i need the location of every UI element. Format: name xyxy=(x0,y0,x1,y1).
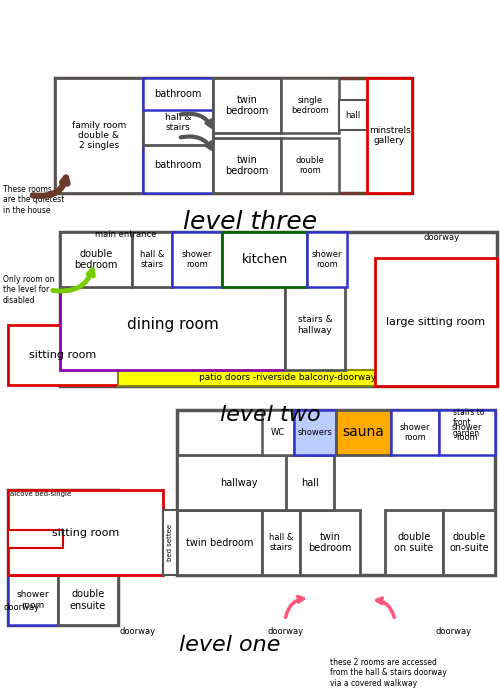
Text: single
bedroom: single bedroom xyxy=(291,96,329,115)
Bar xyxy=(286,455,334,510)
Bar xyxy=(8,490,163,575)
Bar xyxy=(55,78,143,193)
Bar xyxy=(307,232,347,287)
Text: hall &
stairs: hall & stairs xyxy=(140,250,164,269)
Text: bathroom: bathroom xyxy=(154,160,202,171)
Text: stairs &
hallway: stairs & hallway xyxy=(298,315,332,334)
Text: dining room: dining room xyxy=(126,317,218,332)
Bar xyxy=(177,455,300,510)
Bar xyxy=(163,510,177,575)
Bar xyxy=(281,78,339,133)
Bar xyxy=(339,100,367,130)
Text: kitchen: kitchen xyxy=(242,253,288,266)
Text: minstrels
gallery: minstrels gallery xyxy=(368,126,410,145)
Bar xyxy=(172,232,222,287)
Text: shower
room: shower room xyxy=(452,423,482,442)
Text: twin
bedroom: twin bedroom xyxy=(226,95,268,116)
Bar xyxy=(300,510,360,575)
Text: sitting room: sitting room xyxy=(30,350,96,360)
Text: double
on-suite: double on-suite xyxy=(449,532,489,553)
Bar xyxy=(60,280,285,370)
Text: shower
room: shower room xyxy=(400,423,430,442)
Text: level three: level three xyxy=(183,210,317,234)
Text: shower
room: shower room xyxy=(16,590,50,610)
Text: these 2 rooms are accessed
from the hall & stairs doorway
via a covered walkway: these 2 rooms are accessed from the hall… xyxy=(330,658,447,688)
Text: Only room on
the level for
disabled: Only room on the level for disabled xyxy=(3,275,54,305)
Bar xyxy=(60,232,132,287)
Bar xyxy=(262,510,300,575)
Bar xyxy=(439,410,495,455)
Text: shower
room: shower room xyxy=(182,250,212,269)
Text: family room
double &
2 singles: family room double & 2 singles xyxy=(72,120,126,151)
Text: WC: WC xyxy=(271,428,285,437)
Text: sauna: sauna xyxy=(342,425,384,440)
Text: main entrance: main entrance xyxy=(95,230,156,239)
Text: doorway: doorway xyxy=(120,627,156,636)
Bar xyxy=(391,410,439,455)
Text: doorway: doorway xyxy=(423,233,459,242)
Bar xyxy=(385,510,443,575)
Bar xyxy=(262,410,294,455)
Text: bed settee: bed settee xyxy=(167,524,173,561)
Text: alcove bed-single: alcove bed-single xyxy=(10,491,72,497)
Text: doorway: doorway xyxy=(3,603,39,612)
Text: doorway: doorway xyxy=(268,627,304,636)
Bar xyxy=(143,78,213,110)
Text: twin bedroom: twin bedroom xyxy=(186,537,253,548)
Bar xyxy=(213,138,281,193)
Bar xyxy=(8,575,58,625)
Bar xyxy=(177,410,495,575)
Text: shower
room: shower room xyxy=(312,250,342,269)
Text: level two: level two xyxy=(220,405,320,425)
Bar xyxy=(132,232,172,287)
Text: sitting room: sitting room xyxy=(52,528,119,537)
Text: hall &
stairs: hall & stairs xyxy=(269,533,293,552)
Text: hallway: hallway xyxy=(220,477,257,488)
Text: hall: hall xyxy=(346,111,360,120)
Bar xyxy=(375,258,497,386)
Text: hall &
stairs: hall & stairs xyxy=(165,113,191,132)
Bar xyxy=(8,490,118,625)
Text: stairs to
front
garden: stairs to front garden xyxy=(453,408,484,438)
Text: double
room: double room xyxy=(296,155,324,175)
Bar xyxy=(143,138,213,193)
Bar xyxy=(222,232,307,287)
Text: twin
bedroom: twin bedroom xyxy=(226,155,268,176)
Bar xyxy=(8,325,118,385)
Text: level one: level one xyxy=(179,635,281,655)
Bar xyxy=(281,138,339,193)
Text: bathroom: bathroom xyxy=(154,89,202,99)
Text: These rooms
are the quietest
in the house: These rooms are the quietest in the hous… xyxy=(3,185,64,215)
Bar xyxy=(8,530,63,548)
Bar xyxy=(60,232,497,386)
Bar xyxy=(285,280,345,370)
Text: double
bedroom: double bedroom xyxy=(74,248,118,270)
Bar xyxy=(55,78,412,193)
Bar xyxy=(443,510,495,575)
Text: double
on suite: double on suite xyxy=(394,532,434,553)
Bar xyxy=(213,78,281,133)
Text: showers: showers xyxy=(298,428,332,437)
Bar xyxy=(336,410,391,455)
Text: double
ensuite: double ensuite xyxy=(70,589,106,611)
Text: patio doors -riverside balcony-doorway: patio doors -riverside balcony-doorway xyxy=(200,374,376,383)
Bar xyxy=(294,410,336,455)
Text: doorway: doorway xyxy=(435,627,471,636)
Bar xyxy=(118,370,458,386)
Bar xyxy=(367,78,412,193)
Text: large sitting room: large sitting room xyxy=(386,317,486,327)
Text: hall: hall xyxy=(301,477,319,488)
Bar xyxy=(177,510,262,575)
Text: twin
bedroom: twin bedroom xyxy=(308,532,352,553)
Bar xyxy=(58,575,118,625)
Bar xyxy=(143,100,213,145)
